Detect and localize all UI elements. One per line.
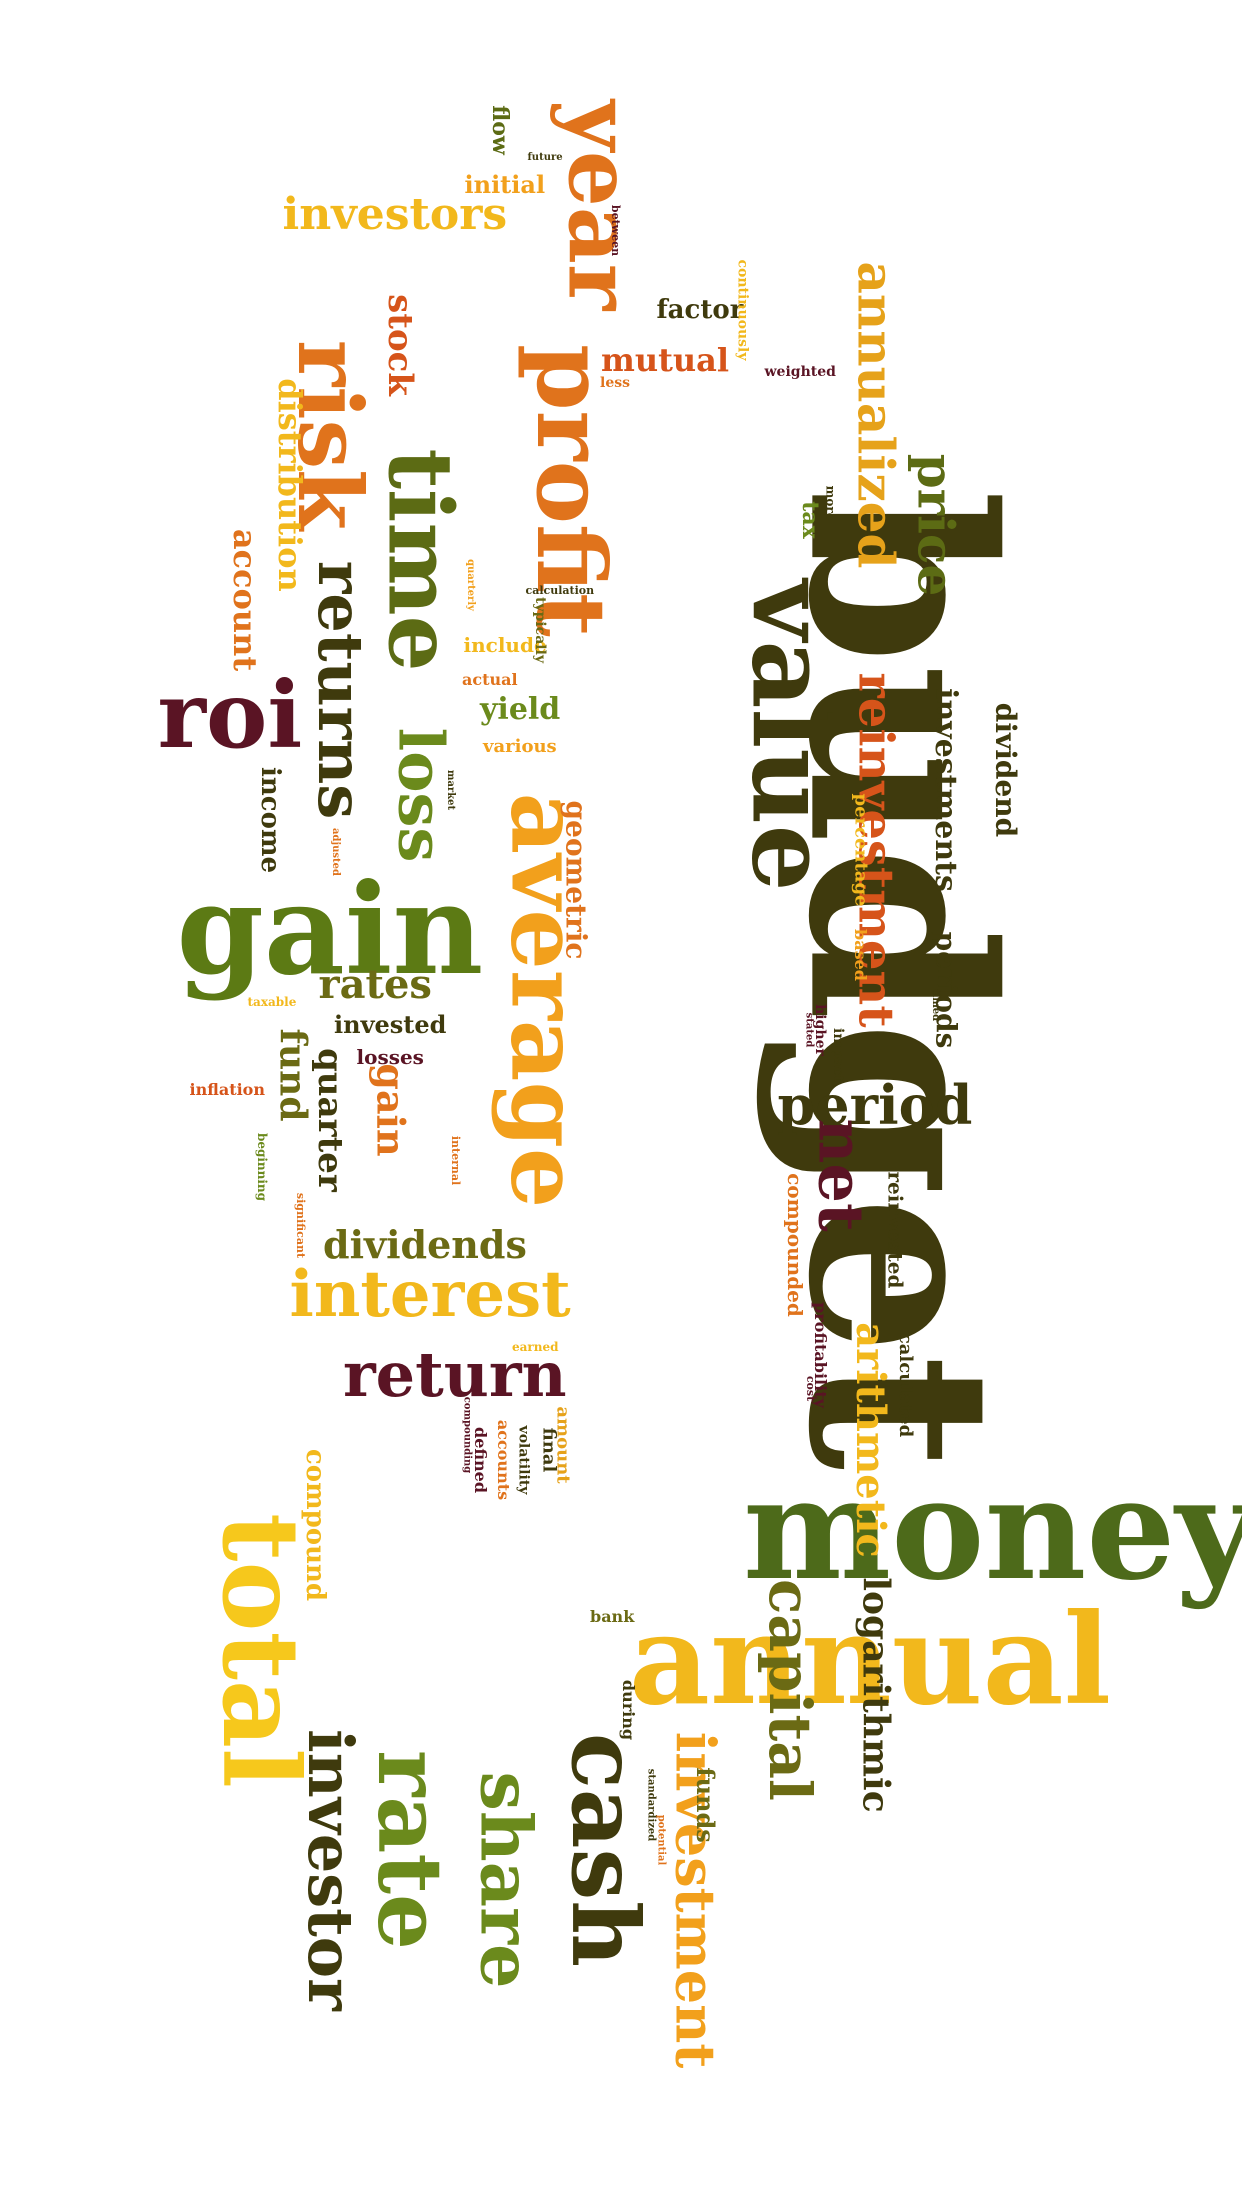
word-cost: cost (803, 1375, 817, 1401)
word-annual: annual (629, 1586, 1112, 1733)
word-rates: rates (318, 961, 432, 1008)
word-rate: rate (358, 1749, 463, 1951)
word-reinvested: reinvested (882, 1171, 907, 1289)
word-gain-2: gain (368, 1063, 414, 1157)
word-percentage: percentage (850, 793, 872, 907)
word-volatility: volatility (514, 1425, 531, 1495)
word-higher: higher (811, 1004, 828, 1056)
word-investor: investor (293, 1729, 367, 2011)
word-earned: earned (512, 1340, 559, 1354)
word-capital: capital (755, 1579, 824, 1801)
word-stock: stock (379, 294, 420, 396)
word-share: share (464, 1771, 548, 1989)
word-loss: loss (383, 727, 457, 863)
word-distribution: distribution (270, 378, 309, 592)
word-bank: bank (590, 1607, 635, 1626)
word-investors: investors (282, 189, 508, 240)
word-actual: actual (462, 670, 518, 689)
word-potential: potential (654, 1814, 666, 1866)
word-beginning: beginning (255, 1132, 270, 1202)
word-typically: typically (532, 596, 549, 664)
word-final: final (537, 1427, 559, 1473)
word-defined: defined (471, 1427, 490, 1493)
word-flow: flow (486, 105, 513, 155)
word-dividend: dividend (989, 702, 1023, 838)
word-impact: impact (829, 1028, 846, 1082)
word-return: return (343, 1338, 567, 1411)
word-internal: internal (448, 1135, 462, 1185)
word-compounding: compounding (460, 1396, 472, 1474)
word-continuously: continuously (734, 259, 751, 361)
word-year: year (547, 99, 652, 311)
word-standardized: standardized (644, 1768, 656, 1842)
word-mutual: mutual (601, 341, 730, 379)
word-adjusted: adjusted (329, 828, 341, 876)
word-investments: investments (927, 688, 963, 892)
word-value: value (728, 578, 853, 892)
word-calculated: calculated (895, 1332, 917, 1438)
word-tax: tax (796, 501, 823, 539)
word-money: money (743, 1448, 1242, 1612)
word-more: more (822, 485, 837, 521)
word-during: during (619, 1679, 639, 1741)
word-future: future (527, 152, 563, 163)
word-weighted: weighted (764, 364, 836, 380)
word-income: income (255, 766, 286, 874)
word-quarterly: quarterly (464, 559, 476, 611)
word-yield: yield (480, 692, 561, 727)
word-factor: factor (656, 295, 744, 325)
word-funds: funds (690, 1767, 720, 1843)
word-logarithmic: logarithmic (854, 1577, 897, 1813)
word-taxable: taxable (247, 995, 297, 1009)
word-significant: significant (293, 1192, 307, 1258)
word-include: include (463, 633, 547, 657)
word-arithmetic: arithmetic (846, 1322, 894, 1558)
word-cash: cash (551, 1732, 660, 1968)
word-inflation: inflation (189, 1080, 265, 1099)
word-price: price (905, 453, 965, 597)
word-based: based (850, 929, 870, 981)
word-timed: timed (930, 988, 942, 1022)
word-various: various (483, 736, 557, 757)
word-compounded: compounded (782, 1173, 807, 1317)
word-invested: invested (334, 1010, 447, 1039)
word-initial: initial (464, 170, 546, 199)
word-account: account (226, 528, 265, 672)
word-market: market (445, 769, 457, 811)
word-less: less (600, 375, 630, 391)
word-dividends: dividends (323, 1222, 527, 1267)
word-stated: stated (802, 1012, 814, 1048)
word-interest: interest (289, 1257, 571, 1332)
word-quarter: quarter (309, 1048, 350, 1192)
word-compound: compound (300, 1448, 331, 1602)
word-annualized: annualized (846, 261, 906, 569)
word-period: period (777, 1073, 973, 1137)
word-time: time (368, 448, 473, 672)
word-fund: fund (271, 1028, 314, 1122)
word-losses: losses (356, 1045, 424, 1069)
word-gain: gain (176, 856, 484, 1003)
word-between: between (608, 204, 622, 256)
word-roi: roi (157, 661, 303, 769)
word-returns: returns (304, 560, 378, 820)
word-accounts: accounts (494, 1419, 514, 1501)
word-calculation: calculation (525, 583, 595, 597)
word-geometric: geometric (558, 800, 592, 960)
